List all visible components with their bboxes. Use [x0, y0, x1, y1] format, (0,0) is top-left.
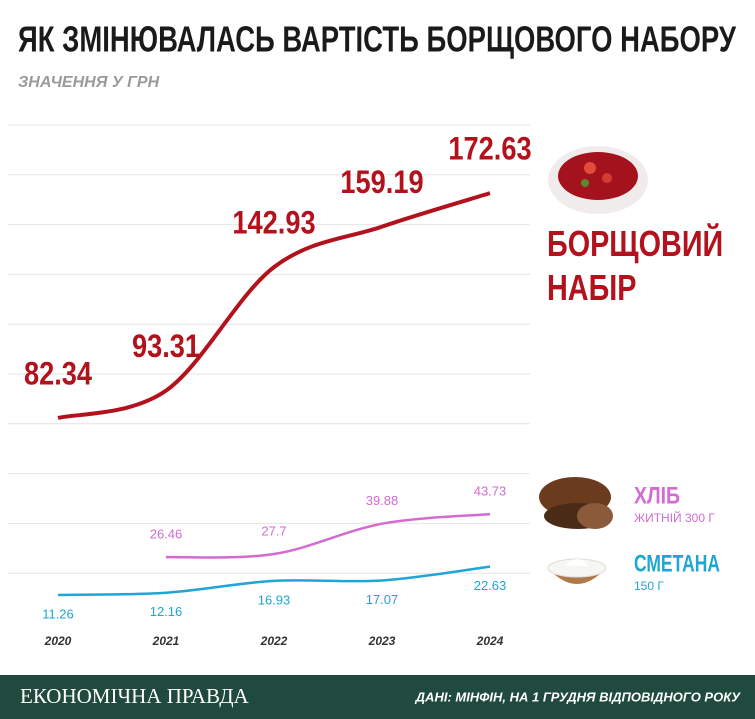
line — [57, 565, 491, 597]
x-tick-label: 2022 — [260, 634, 288, 648]
value-label: 172.63 — [448, 132, 531, 168]
value-label: 142.93 — [232, 206, 315, 242]
bread-icon — [539, 477, 613, 529]
legend-label: ХЛІБ — [634, 482, 680, 509]
chart-title: ЯК ЗМІНЮВАЛАСЬ ВАРТІСТЬ БОРЩОВОГО НАБОРУ — [18, 19, 736, 60]
value-label: 159.19 — [340, 165, 423, 201]
x-tick-label: 2021 — [152, 634, 180, 648]
value-label: 16.93 — [258, 592, 291, 607]
legend-detail: ЖИТНІЙ 300 Г — [634, 510, 715, 525]
value-label: 12.16 — [150, 604, 183, 619]
source: ДАНІ: МІНФІН, НА 1 ГРУДНЯ ВІДПОВІДНОГО Р… — [415, 689, 742, 704]
sour-cream-icon — [547, 558, 607, 584]
value-label: 93.31 — [132, 329, 200, 365]
line — [57, 191, 491, 420]
borscht-icon — [548, 146, 648, 214]
line — [165, 512, 491, 559]
value-label: 17.07 — [366, 592, 399, 607]
subtitle: ЗНАЧЕННЯ У ГРН — [18, 74, 160, 91]
value-label: 27.7 — [261, 523, 286, 538]
x-tick-label: 2020 — [44, 634, 72, 648]
legend-detail: 150 Г — [634, 579, 664, 593]
x-tick-label: 2023 — [368, 634, 396, 648]
footer-bar — [0, 675, 755, 719]
value-label: 82.34 — [24, 356, 92, 392]
value-label: 26.46 — [150, 527, 183, 542]
value-label: 43.73 — [474, 484, 507, 499]
value-label: 22.63 — [474, 578, 507, 593]
x-tick-label: 2024 — [476, 634, 504, 648]
value-label: 39.88 — [366, 493, 399, 508]
value-label: 11.26 — [42, 606, 74, 621]
legend-label: СМЕТАНА — [634, 550, 720, 577]
brand: ЕКОНОМІЧНА ПРАВДА — [20, 684, 250, 708]
legend-label: БОРЩОВИЙ НАБІР — [547, 223, 724, 308]
